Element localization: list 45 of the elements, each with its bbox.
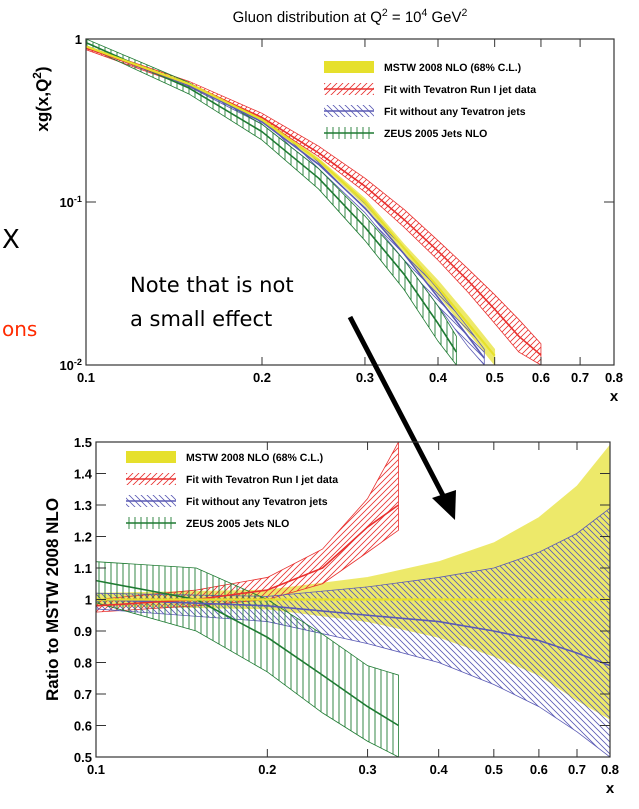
y-tick-label: 1.3 [74,498,92,513]
y-tick-label: 1.5 [74,435,92,450]
x-tick-label: 0.2 [252,370,272,385]
legend-label: ZEUS 2005 Jets NLO [384,128,488,140]
y-axis-title: Ratio to MSTW 2008 NLO [43,498,62,702]
x-tick-label: 0.3 [358,762,377,777]
legend-label: Fit without any Tevatron jets [384,106,526,118]
x-tick-label: 0.5 [486,370,504,385]
x-tick-label: 0.4 [430,762,448,777]
legend-label: MSTW 2008 NLO (68% C.L.) [186,452,324,464]
x-tick-label: 0.4 [428,370,448,385]
chart-title: Gluon distribution at Q$^{2}$ = 10$^{4}$ GeV$^{2}$ [232,7,468,26]
y-tick-label: 10$^{-1}$ [59,194,82,210]
legend-label: MSTW 2008 NLO (68% C.L.) [384,62,522,74]
legend-label: Fit with Tevatron Run I jet data [186,474,338,486]
y-tick-label: 0.7 [74,687,92,702]
y-tick-label: 1.1 [74,561,92,576]
x-tick-label: 0.6 [530,762,548,777]
x-axis-title: x [610,388,619,405]
y-tick-label: 0.6 [74,718,92,734]
annotation: Note that is not a small effect [130,273,294,331]
x-axis-title: x [606,780,615,797]
y-tick-label: 1 [84,592,92,608]
y-tick-label: 1.4 [74,466,93,482]
legend-label: Fit without any Tevatron jets [186,496,328,508]
text: X [2,225,20,255]
x-tick-label: 0.8 [604,370,624,385]
y-tick-label: 0.8 [74,656,92,670]
y-tick-label: 0.9 [74,624,92,639]
y-tick-label: 0.5 [74,750,92,765]
x-tick-label: 0.7 [571,370,590,385]
x-tick-label: 0.7 [568,762,586,777]
y-tick-label: 1.2 [74,530,92,544]
y-tick-label: 1 [74,32,82,47]
x-tick-label: 0.1 [86,762,106,777]
x-tick-label: 0.5 [484,762,503,777]
legend-label: Fit with Tevatron Run I jet data [384,84,536,96]
x-tick-label: 0.6 [532,370,550,385]
text: ons [2,317,38,341]
x-tick-label: 0.3 [356,370,374,385]
y-tick-label: 10$^{-2}$ [59,357,82,373]
legend-label: ZEUS 2005 Jets NLO [186,518,290,530]
x-tick-label: 0.2 [258,762,276,777]
x-tick-label: 0.1 [76,370,96,385]
x-tick-label: 0.8 [600,762,620,777]
